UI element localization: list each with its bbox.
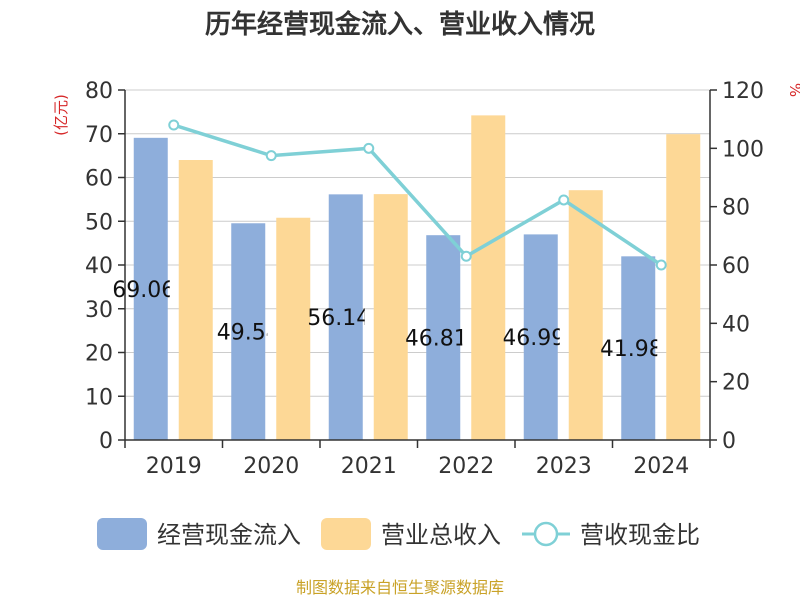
left-tick-label: 60 <box>85 167 113 192</box>
legend-swatch-revenue <box>321 518 371 550</box>
x-tick-label: 2019 <box>146 454 202 479</box>
right-tick-label: 20 <box>722 371 750 396</box>
left-tick-label: 10 <box>85 385 113 410</box>
revenue-bar <box>276 217 311 440</box>
left-tick-label: 30 <box>85 298 113 323</box>
x-tick-label: 2022 <box>438 454 494 479</box>
cash-inflow-bar <box>426 235 461 440</box>
cash-inflow-value-label: 46.814 <box>405 327 482 352</box>
cash-inflow-value-label: 56.148 <box>307 306 384 331</box>
legend: 经营现金流入 营业总收入 营收现金比 <box>97 518 700 550</box>
grid <box>125 89 710 397</box>
right-tick-label: 100 <box>722 137 764 162</box>
right-tick-label: 80 <box>722 196 750 221</box>
ratio-line-path <box>173 123 663 267</box>
legend-label-revenue: 营业总收入 <box>381 521 501 549</box>
left-tick-label: 50 <box>85 210 113 235</box>
left-tick-label: 80 <box>85 79 113 104</box>
x-tick-label: 2020 <box>243 454 299 479</box>
right-tick-label: 60 <box>722 254 750 279</box>
ratio-point <box>460 250 472 262</box>
cash-inflow-bar <box>621 256 656 440</box>
cash-inflow-value-label: 46.997 <box>502 326 579 351</box>
ratio-point <box>363 142 375 154</box>
x-tick-label: 2024 <box>633 454 689 479</box>
cash-inflow-bar <box>133 137 168 440</box>
ratio-point <box>655 259 667 271</box>
right-tick-label: 0 <box>722 429 736 454</box>
data-labels: 69.069 49.54 56.148 46.814 46.997 41.982 <box>112 278 677 362</box>
left-axis-unit: (亿元) <box>52 94 70 136</box>
revenue-bar <box>568 190 603 440</box>
bars <box>133 115 701 440</box>
cash-inflow-bar <box>328 194 363 440</box>
x-tick-label: 2021 <box>341 454 397 479</box>
revenue-bar <box>471 115 506 440</box>
right-tick-label: 120 <box>722 79 764 104</box>
ratio-point <box>558 194 570 206</box>
x-tick-label: 2023 <box>536 454 592 479</box>
legend-swatch-cash-inflow <box>97 518 147 550</box>
revenue-bar <box>666 134 701 440</box>
ratio-point <box>168 119 180 131</box>
left-tick-label: 0 <box>99 429 113 454</box>
revenue-bar <box>373 194 408 440</box>
chart-title: 历年经营现金流入、营业收入情况 <box>205 9 595 40</box>
right-axis-unit: % <box>786 83 800 97</box>
cash-inflow-value-label: 49.54 <box>217 321 280 346</box>
legend-label-cash-inflow: 经营现金流入 <box>157 521 301 549</box>
axes: 0 10 20 30 40 50 60 70 80 0 20 40 60 80 100 120 2019 2020… <box>85 79 764 479</box>
left-tick-label: 70 <box>85 123 113 148</box>
cash-inflow-bar <box>523 234 558 440</box>
cash-inflow-value-label: 41.982 <box>600 337 677 362</box>
legend-label-ratio: 营收现金比 <box>580 521 700 549</box>
cash-inflow-value-label: 69.069 <box>112 278 189 303</box>
legend-swatch-ratio-marker <box>533 521 559 547</box>
right-tick-label: 40 <box>722 312 750 337</box>
revenue-bar <box>178 160 213 440</box>
left-tick-label: 20 <box>85 342 113 367</box>
cash-inflow-bar <box>231 223 266 440</box>
ratio-line <box>168 119 667 271</box>
source-note: 制图数据来自恒生聚源数据库 <box>296 578 504 597</box>
ratio-point <box>265 150 277 162</box>
left-tick-label: 40 <box>85 254 113 279</box>
